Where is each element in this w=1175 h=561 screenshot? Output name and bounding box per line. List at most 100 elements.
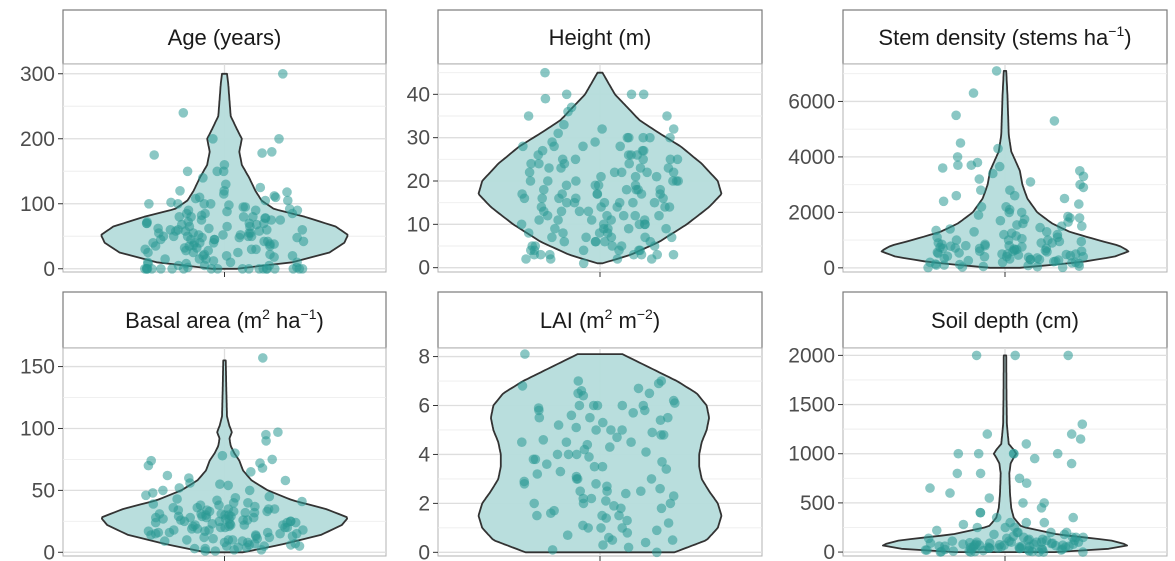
data-point [159,536,170,546]
data-point [662,111,672,121]
data-point [208,533,218,544]
data-point [251,244,261,255]
data-point [571,449,582,460]
data-point [575,486,585,497]
data-point [234,232,245,243]
data-point [255,182,266,193]
data-point [556,206,567,217]
data-point [150,517,161,528]
data-point [208,238,219,248]
data-point [616,167,627,178]
data-point [597,124,607,134]
data-point [938,196,949,207]
data-point [542,210,553,221]
data-point [1068,512,1078,523]
data-point [663,518,674,528]
data-point [519,479,530,489]
data-point [624,158,634,169]
data-point [948,546,959,556]
data-point [615,141,625,152]
data-point [668,491,679,501]
data-point [540,93,551,104]
data-point [617,425,627,435]
data-point [626,89,637,100]
data-point [658,430,669,440]
data-point [1025,177,1036,187]
data-point [1012,220,1022,230]
data-point [925,483,935,493]
data-point [224,514,234,524]
panel-title: Height (m) [549,25,652,50]
data-point [273,427,283,438]
data-point [534,412,545,423]
data-point [1032,261,1043,272]
data-point [142,218,152,229]
data-point [198,173,208,183]
data-point [1077,221,1087,231]
data-point [143,460,154,471]
data-point [243,231,253,242]
data-point [571,176,581,186]
data-point [187,524,197,534]
data-point [988,168,998,179]
data-point [552,449,563,460]
data-point [1078,182,1089,193]
data-point [264,532,275,543]
data-point [1075,434,1086,444]
title-superscript: 2 [262,306,270,322]
data-point [210,546,221,556]
data-point [287,531,298,541]
data-point [215,522,226,533]
data-point [999,229,1009,240]
data-point [218,230,228,240]
data-point [591,479,601,489]
data-point [149,150,159,160]
data-point [1008,246,1018,256]
data-point [630,210,640,221]
data-point [218,166,229,177]
data-point [158,485,168,496]
data-point [1018,498,1028,508]
data-point [221,541,232,551]
data-point [612,254,623,264]
data-point [1077,419,1088,430]
data-point [586,215,597,225]
y-tick-label: 0 [823,541,835,561]
data-point [545,254,556,264]
data-point [1038,547,1049,557]
data-point [546,508,556,518]
data-point [578,258,589,269]
data-point [1021,478,1032,489]
data-point [241,542,252,553]
data-point [641,447,651,457]
data-point [554,193,564,204]
data-point [665,154,676,165]
y-tick-label: 4 [418,443,430,466]
data-point [539,184,549,195]
data-point [1074,199,1084,209]
data-point [1041,227,1052,237]
data-point [596,171,606,182]
y-tick-label: 1000 [788,443,835,466]
y-tick-label: 200 [20,128,55,151]
data-point [524,167,535,178]
data-point [280,475,291,486]
data-point [199,532,209,543]
data-point [997,257,1008,268]
data-point [640,405,650,416]
y-tick-label: 2 [418,492,430,515]
data-point [188,247,199,258]
data-point [581,232,591,243]
data-point [957,262,968,272]
data-point [1076,236,1087,247]
data-point [1065,250,1076,261]
data-point [953,160,963,170]
y-tick-label: 2000 [788,344,835,367]
strip-header [62,291,387,349]
strip-header [437,9,763,65]
data-point [666,232,677,243]
data-point [937,163,948,173]
data-point [649,241,660,251]
panel-age: Age (years) 0 100 200 300 [20,9,387,281]
data-point [588,400,599,411]
